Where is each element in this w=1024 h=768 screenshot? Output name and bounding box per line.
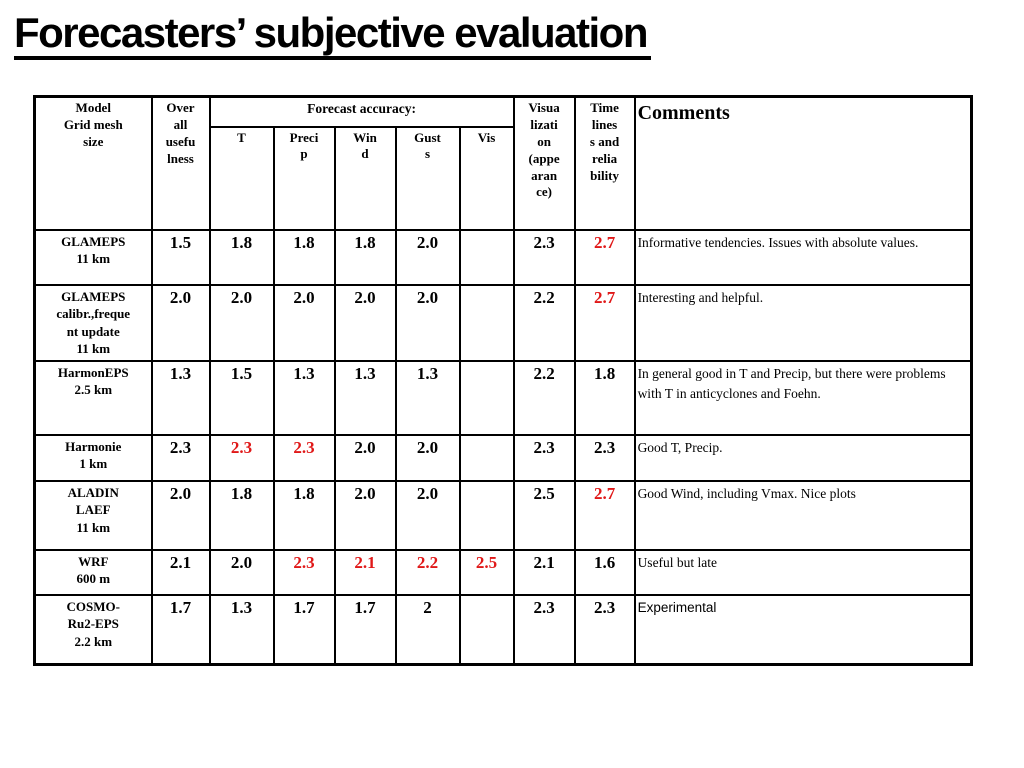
score-cell: 2.3 [512, 593, 576, 666]
model-cell: COSMO- Ru2-EPS 2.2 km [33, 593, 153, 666]
score-cell: 2.0 [272, 283, 336, 362]
score-cell [458, 228, 515, 286]
score-cell: 2.2 [394, 548, 461, 596]
score-cell: 1.3 [272, 359, 336, 436]
header-row-accuracy-subcolumns: T Preci p Win d Gust s Vis [35, 125, 972, 231]
score-cell: 2.0 [333, 479, 397, 551]
comment-cell: Useful but late [633, 548, 973, 596]
score-cell: 2.3 [573, 433, 636, 482]
table-row: GLAMEPS 11 km 1.5 1.8 1.8 1.8 2.0 2.3 2.7 Inform… [33, 228, 973, 286]
score-cell: 1.3 [333, 359, 397, 436]
score-cell: 2.5 [512, 479, 576, 551]
evaluation-table: Model Grid mesh size Over all usefu lnes… [33, 95, 974, 667]
model-cell: Harmonie 1 km [33, 433, 153, 482]
score-cell: 2.3 [272, 433, 336, 482]
table-row: GLAMEPS calibr.,freque nt update 11 km 2.… [33, 283, 973, 362]
score-cell: 1.8 [208, 228, 275, 286]
model-cell: ALADIN LAEF 11 km [33, 479, 153, 551]
score-cell: 2.0 [394, 479, 461, 551]
table-body: GLAMEPS 11 km 1.5 1.8 1.8 1.8 2.0 2.3 2.7 Inform… [33, 228, 973, 666]
score-cell [458, 479, 515, 551]
score-cell [458, 359, 515, 436]
score-cell: 1.7 [150, 593, 211, 666]
score-cell: 2.7 [573, 228, 636, 286]
comment-cell: In general good in T and Precip, but the… [633, 359, 973, 436]
score-cell: 2.0 [394, 433, 461, 482]
table-row: Harmonie 1 km 2.3 2.3 2.3 2.0 2.0 2.3 2.3 Good T… [33, 433, 973, 482]
score-cell: 2.0 [208, 283, 275, 362]
score-cell: 2.0 [150, 283, 211, 362]
score-cell: 2 [394, 593, 461, 666]
score-cell: 1.7 [272, 593, 336, 666]
score-cell: 2.3 [512, 433, 576, 482]
page-title: Forecasters’ subjective evaluation [14, 9, 651, 61]
score-cell: 2.1 [333, 548, 397, 596]
comment-cell: Experimental [633, 593, 973, 666]
column-header-wind: Win d [333, 125, 397, 231]
score-cell: 2.7 [573, 283, 636, 362]
column-header-gusts: Gust s [394, 125, 461, 231]
score-cell: 1.8 [272, 479, 336, 551]
score-cell: 1.5 [150, 228, 211, 286]
score-cell: 2.5 [458, 548, 515, 596]
comment-cell: Informative tendencies. Issues with abso… [633, 228, 973, 286]
comment-cell: Good T, Precip. [633, 433, 973, 482]
score-cell: 1.8 [573, 359, 636, 436]
column-header-temperature: T [208, 125, 275, 231]
score-cell: 2.7 [573, 479, 636, 551]
table-row: HarmonEPS 2.5 km 1.3 1.5 1.3 1.3 1.3 2.2 1.8 In … [33, 359, 973, 436]
column-header-forecast-accuracy: Forecast accuracy: [208, 95, 515, 128]
score-cell: 2.1 [512, 548, 576, 596]
score-cell: 2.0 [150, 479, 211, 551]
score-cell: 2.3 [573, 593, 636, 666]
score-cell: 2.3 [208, 433, 275, 482]
comment-cell: Good Wind, including Vmax. Nice plots [633, 479, 973, 551]
score-cell: 2.0 [333, 283, 397, 362]
header-row-group: Model Grid mesh size Over all usefu lnes… [33, 95, 973, 231]
comment-cell: Interesting and helpful. [633, 283, 973, 362]
score-cell: 1.7 [333, 593, 397, 666]
score-cell [458, 283, 515, 362]
score-cell: 2.0 [394, 228, 461, 286]
column-header-overall-usefulness: Over all usefu lness [150, 95, 211, 231]
table-row: WRF 600 m 2.1 2.0 2.3 2.1 2.2 2.5 2.1 1.6 Useful … [33, 548, 973, 596]
score-cell: 2.3 [272, 548, 336, 596]
table-row: COSMO- Ru2-EPS 2.2 km 1.7 1.3 1.7 1.7 2 2.3 2.3… [33, 593, 973, 666]
column-header-model: Model Grid mesh size [33, 95, 153, 231]
column-header-comments: Comments [633, 95, 973, 231]
model-cell: WRF 600 m [33, 548, 153, 596]
score-cell: 2.0 [333, 433, 397, 482]
score-cell: 2.2 [512, 283, 576, 362]
score-cell [458, 433, 515, 482]
score-cell: 2.0 [394, 283, 461, 362]
column-header-visualization: Visua lizati on (appe aran ce) [512, 95, 576, 231]
score-cell: 1.3 [208, 593, 275, 666]
column-header-vis: Vis [458, 125, 515, 231]
table-row: ALADIN LAEF 11 km 2.0 1.8 1.8 2.0 2.0 2.5 2.7 Go… [33, 479, 973, 551]
score-cell: 1.8 [333, 228, 397, 286]
model-cell: GLAMEPS 11 km [33, 228, 153, 286]
score-cell: 1.8 [208, 479, 275, 551]
score-cell: 2.2 [512, 359, 576, 436]
model-cell: GLAMEPS calibr.,freque nt update 11 km [33, 283, 153, 362]
score-cell: 1.6 [573, 548, 636, 596]
score-cell: 1.5 [208, 359, 275, 436]
score-cell: 1.8 [272, 228, 336, 286]
score-cell: 2.1 [150, 548, 211, 596]
score-cell [458, 593, 515, 666]
score-cell: 2.3 [150, 433, 211, 482]
score-cell: 1.3 [394, 359, 461, 436]
score-cell: 2.3 [512, 228, 576, 286]
table-header: Model Grid mesh size Over all usefu lnes… [33, 95, 973, 231]
model-cell: HarmonEPS 2.5 km [33, 359, 153, 436]
column-header-timeliness-reliability: Time lines s and relia bility [573, 95, 636, 231]
score-cell: 1.3 [150, 359, 211, 436]
score-cell: 2.0 [208, 548, 275, 596]
column-header-precip: Preci p [272, 125, 336, 231]
